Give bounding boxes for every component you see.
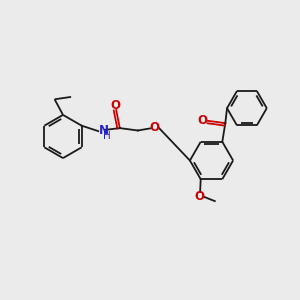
Text: H: H xyxy=(103,131,110,142)
Text: O: O xyxy=(194,190,204,203)
Text: O: O xyxy=(149,121,159,134)
Text: N: N xyxy=(98,124,109,137)
Text: O: O xyxy=(198,114,208,127)
Text: O: O xyxy=(110,99,120,112)
